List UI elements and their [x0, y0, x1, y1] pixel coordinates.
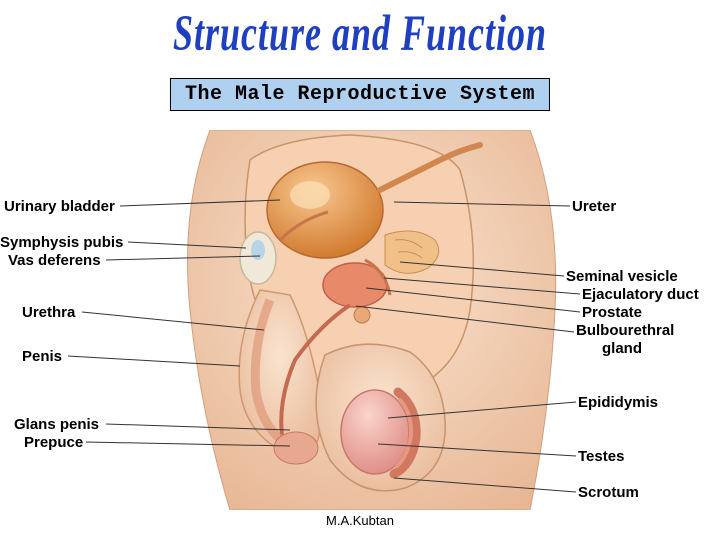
anatomy-label: Ureter: [572, 198, 616, 216]
anatomy-label: Ejaculatory duct: [582, 286, 699, 304]
diagram-svg: [150, 130, 570, 510]
anatomy-label: Seminal vesicle: [566, 268, 678, 286]
anatomy-label: Urinary bladder: [4, 198, 115, 216]
anatomy-label: Testes: [578, 448, 624, 466]
anatomy-label: Vas deferens: [8, 252, 101, 270]
anatomy-diagram: [150, 130, 570, 510]
subtitle-box: The Male Reproductive System: [170, 78, 550, 111]
anatomy-label: Symphysis pubis: [0, 234, 123, 252]
anatomy-label: Prepuce: [24, 434, 83, 452]
anatomy-label: Prostate: [582, 304, 642, 322]
footer-credit: M.A.Kubtan: [326, 513, 394, 528]
anatomy-label: Scrotum: [578, 484, 639, 502]
anatomy-label: Penis: [22, 348, 62, 366]
anatomy-label: Epididymis: [578, 394, 658, 412]
anatomy-label: Bulbourethral: [576, 322, 674, 340]
bulbourethral-shape: [354, 307, 370, 323]
anatomy-label: gland: [602, 340, 642, 358]
anatomy-label: Urethra: [22, 304, 75, 322]
anatomy-label: Glans penis: [14, 416, 99, 434]
glans-shape: [274, 432, 318, 464]
bladder-shape: [267, 162, 383, 258]
page-title: Structure and Function: [173, 4, 547, 63]
